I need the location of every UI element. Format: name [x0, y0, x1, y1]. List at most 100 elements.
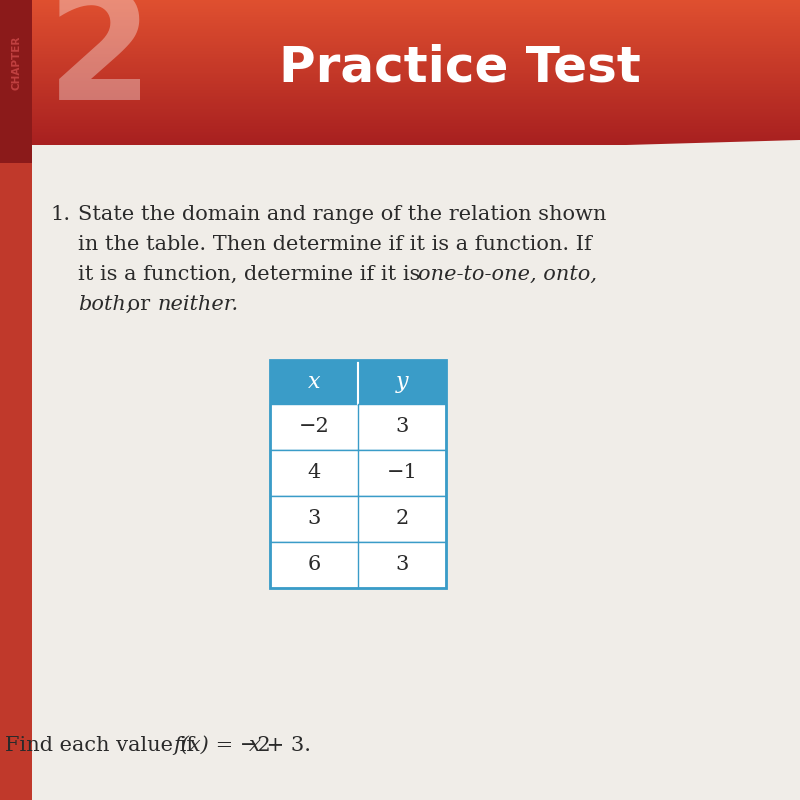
Bar: [0, 98, 800, 100]
Bar: [0, 106, 800, 107]
Bar: [0, 56, 800, 58]
Bar: [0, 86, 800, 89]
Text: 3: 3: [307, 510, 321, 529]
Bar: [0, 72, 800, 74]
Bar: [0, 22, 800, 25]
Bar: [0, 63, 800, 66]
Text: x: x: [249, 736, 261, 755]
Bar: [0, 81, 800, 82]
Text: neither.: neither.: [158, 295, 239, 314]
Bar: [0, 143, 800, 145]
Text: 2: 2: [395, 510, 409, 529]
Bar: [0, 134, 800, 136]
Bar: [0, 20, 800, 22]
Text: 3: 3: [395, 418, 409, 437]
Bar: [0, 129, 800, 130]
Bar: [0, 99, 800, 102]
Bar: [0, 92, 800, 94]
Bar: [0, 118, 800, 120]
Bar: [0, 30, 800, 32]
Bar: [0, 58, 800, 59]
Bar: [0, 122, 800, 123]
Bar: [0, 68, 800, 70]
Bar: [0, 131, 800, 134]
Text: both,: both,: [78, 295, 133, 314]
Bar: [0, 94, 800, 96]
Bar: [0, 13, 800, 14]
Bar: [0, 42, 800, 43]
Bar: [0, 138, 800, 139]
Bar: [270, 542, 446, 588]
Bar: [0, 69, 800, 71]
Bar: [0, 163, 32, 800]
Bar: [270, 360, 446, 588]
Bar: [0, 90, 800, 91]
Bar: [0, 0, 800, 2]
Bar: [0, 95, 800, 97]
Bar: [0, 18, 800, 20]
Bar: [0, 24, 800, 26]
Text: −1: −1: [386, 463, 418, 482]
Text: one-to-one, onto,: one-to-one, onto,: [418, 265, 597, 284]
Bar: [0, 91, 800, 93]
Text: + 3.: + 3.: [260, 736, 311, 755]
Polygon shape: [0, 140, 800, 163]
Bar: [0, 108, 800, 110]
Bar: [0, 113, 800, 114]
Bar: [0, 6, 800, 7]
Bar: [0, 27, 800, 29]
Bar: [0, 138, 800, 141]
Bar: [0, 136, 800, 138]
Bar: [0, 49, 800, 50]
Bar: [0, 106, 800, 109]
Bar: [0, 124, 800, 126]
Bar: [0, 78, 800, 80]
Text: or: or: [121, 295, 157, 314]
Text: Find each value if: Find each value if: [5, 736, 201, 755]
Bar: [0, 43, 800, 45]
Text: State the domain and range of the relation shown: State the domain and range of the relati…: [78, 205, 606, 224]
Bar: [0, 76, 800, 78]
Bar: [32, 163, 800, 800]
Bar: [0, 0, 32, 163]
Bar: [0, 104, 800, 106]
Bar: [0, 40, 800, 42]
Bar: [0, 102, 800, 104]
Bar: [0, 111, 800, 113]
Bar: [0, 22, 800, 23]
Bar: [0, 74, 800, 75]
Bar: [0, 60, 800, 62]
Bar: [0, 97, 800, 98]
Bar: [0, 14, 800, 16]
Text: 2: 2: [47, 0, 153, 132]
Text: 6: 6: [307, 555, 321, 574]
Bar: [0, 29, 800, 30]
Bar: [0, 79, 800, 82]
Bar: [0, 38, 800, 41]
Bar: [0, 140, 800, 142]
Bar: [0, 31, 800, 34]
Text: y: y: [396, 371, 408, 393]
Bar: [0, 85, 800, 87]
Bar: [0, 17, 800, 19]
Bar: [0, 127, 800, 129]
Bar: [0, 50, 800, 52]
Bar: [0, 115, 800, 118]
Bar: [0, 46, 800, 48]
Bar: [0, 47, 800, 50]
Text: Practice Test: Practice Test: [279, 43, 641, 91]
Text: CHAPTER: CHAPTER: [11, 35, 21, 90]
Bar: [0, 114, 800, 116]
Bar: [0, 45, 800, 46]
Bar: [270, 496, 446, 542]
Text: in the table. Then determine if it is a function. If: in the table. Then determine if it is a …: [78, 235, 592, 254]
Bar: [0, 117, 800, 119]
Bar: [0, 11, 800, 13]
Text: x: x: [308, 371, 320, 393]
Bar: [0, 1, 800, 3]
Bar: [0, 142, 800, 143]
Bar: [0, 6, 800, 9]
Bar: [0, 4, 800, 6]
Bar: [0, 83, 800, 86]
Bar: [0, 122, 800, 125]
